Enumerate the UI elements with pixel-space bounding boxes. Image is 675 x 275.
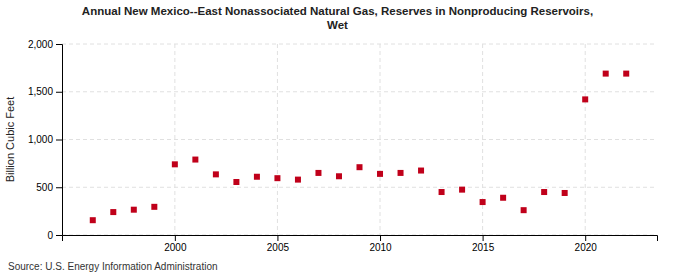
title-line: Annual New Mexico--East Nonassociated Na… bbox=[82, 5, 593, 17]
grid bbox=[62, 44, 657, 235]
annotation: Source: U.S. Energy Information Administ… bbox=[8, 261, 218, 272]
point bbox=[131, 207, 137, 213]
point bbox=[295, 177, 301, 183]
point bbox=[500, 195, 506, 201]
grid-line bbox=[174, 44, 175, 235]
grid-line bbox=[482, 44, 483, 235]
point bbox=[459, 187, 465, 193]
grid-line bbox=[62, 91, 657, 92]
axis-line bbox=[63, 236, 658, 242]
point bbox=[603, 71, 609, 77]
tick-label: 1,000 bbox=[28, 134, 53, 145]
tick-mark bbox=[56, 44, 62, 45]
point bbox=[541, 189, 547, 195]
tick-mark bbox=[56, 187, 62, 188]
tick: 1,500 bbox=[28, 86, 62, 97]
tick-label: 2020 bbox=[575, 242, 598, 253]
tick-label: 1,500 bbox=[28, 86, 53, 97]
tick-mark bbox=[380, 235, 381, 241]
points bbox=[90, 71, 629, 224]
title: Annual New Mexico--East Nonassociated Na… bbox=[82, 5, 593, 31]
axis-line bbox=[56, 45, 63, 236]
tick-label: 2015 bbox=[472, 242, 495, 253]
grid-line bbox=[62, 187, 657, 188]
point bbox=[562, 190, 568, 196]
tick-label: 2000 bbox=[164, 242, 187, 253]
title-line: Wet bbox=[327, 19, 348, 31]
tick: 0 bbox=[47, 230, 62, 241]
point bbox=[315, 170, 321, 176]
y-axis-label: Billion Cubic Feet bbox=[4, 97, 16, 183]
point bbox=[213, 171, 219, 177]
tick-label: 2,000 bbox=[28, 39, 53, 50]
point bbox=[336, 173, 342, 179]
tick-mark bbox=[277, 235, 278, 241]
chart: Annual New Mexico--East Nonassociated Na… bbox=[0, 0, 675, 275]
y-axis: 0 500 1,000 1,500 2,000 bbox=[28, 39, 63, 241]
grid-line bbox=[62, 139, 657, 140]
tick-label: 0 bbox=[47, 230, 53, 241]
tick: 2015 bbox=[472, 235, 495, 253]
point bbox=[357, 164, 363, 170]
plot: 2000 2005 2010 2015 2020 0 500 1,000 1,500 2,000 bbox=[28, 39, 658, 253]
tick: 2010 bbox=[369, 235, 392, 253]
point bbox=[377, 171, 383, 177]
grid-line bbox=[277, 44, 278, 235]
point bbox=[418, 168, 424, 174]
tick: 2,000 bbox=[28, 39, 62, 50]
tick-label: 2010 bbox=[369, 242, 392, 253]
point bbox=[274, 175, 280, 181]
point bbox=[623, 71, 629, 77]
tick-label: 2005 bbox=[267, 242, 290, 253]
point bbox=[480, 199, 486, 205]
point bbox=[521, 207, 527, 213]
tick: 2000 bbox=[164, 235, 187, 253]
grid-line bbox=[380, 44, 381, 235]
tick: 500 bbox=[36, 182, 62, 193]
tick: 1,000 bbox=[28, 134, 62, 145]
tick-mark bbox=[56, 92, 62, 93]
x-axis: 2000 2005 2010 2015 2020 bbox=[63, 235, 658, 253]
tick: 2005 bbox=[267, 235, 290, 253]
tick-mark bbox=[175, 235, 176, 241]
tick-label: 500 bbox=[36, 182, 53, 193]
tick-mark bbox=[585, 235, 586, 241]
tick-mark bbox=[56, 140, 62, 141]
point bbox=[192, 157, 198, 163]
grid-line bbox=[62, 44, 657, 45]
point bbox=[439, 189, 445, 195]
point bbox=[151, 204, 157, 210]
tick-mark bbox=[483, 235, 484, 241]
point bbox=[254, 174, 260, 180]
point bbox=[110, 209, 116, 215]
tick-mark bbox=[56, 235, 62, 236]
point bbox=[90, 217, 96, 223]
point bbox=[233, 179, 239, 185]
point bbox=[582, 96, 588, 102]
point bbox=[398, 170, 404, 176]
point bbox=[172, 161, 178, 167]
tick: 2020 bbox=[575, 235, 598, 253]
grid-line bbox=[585, 44, 586, 235]
